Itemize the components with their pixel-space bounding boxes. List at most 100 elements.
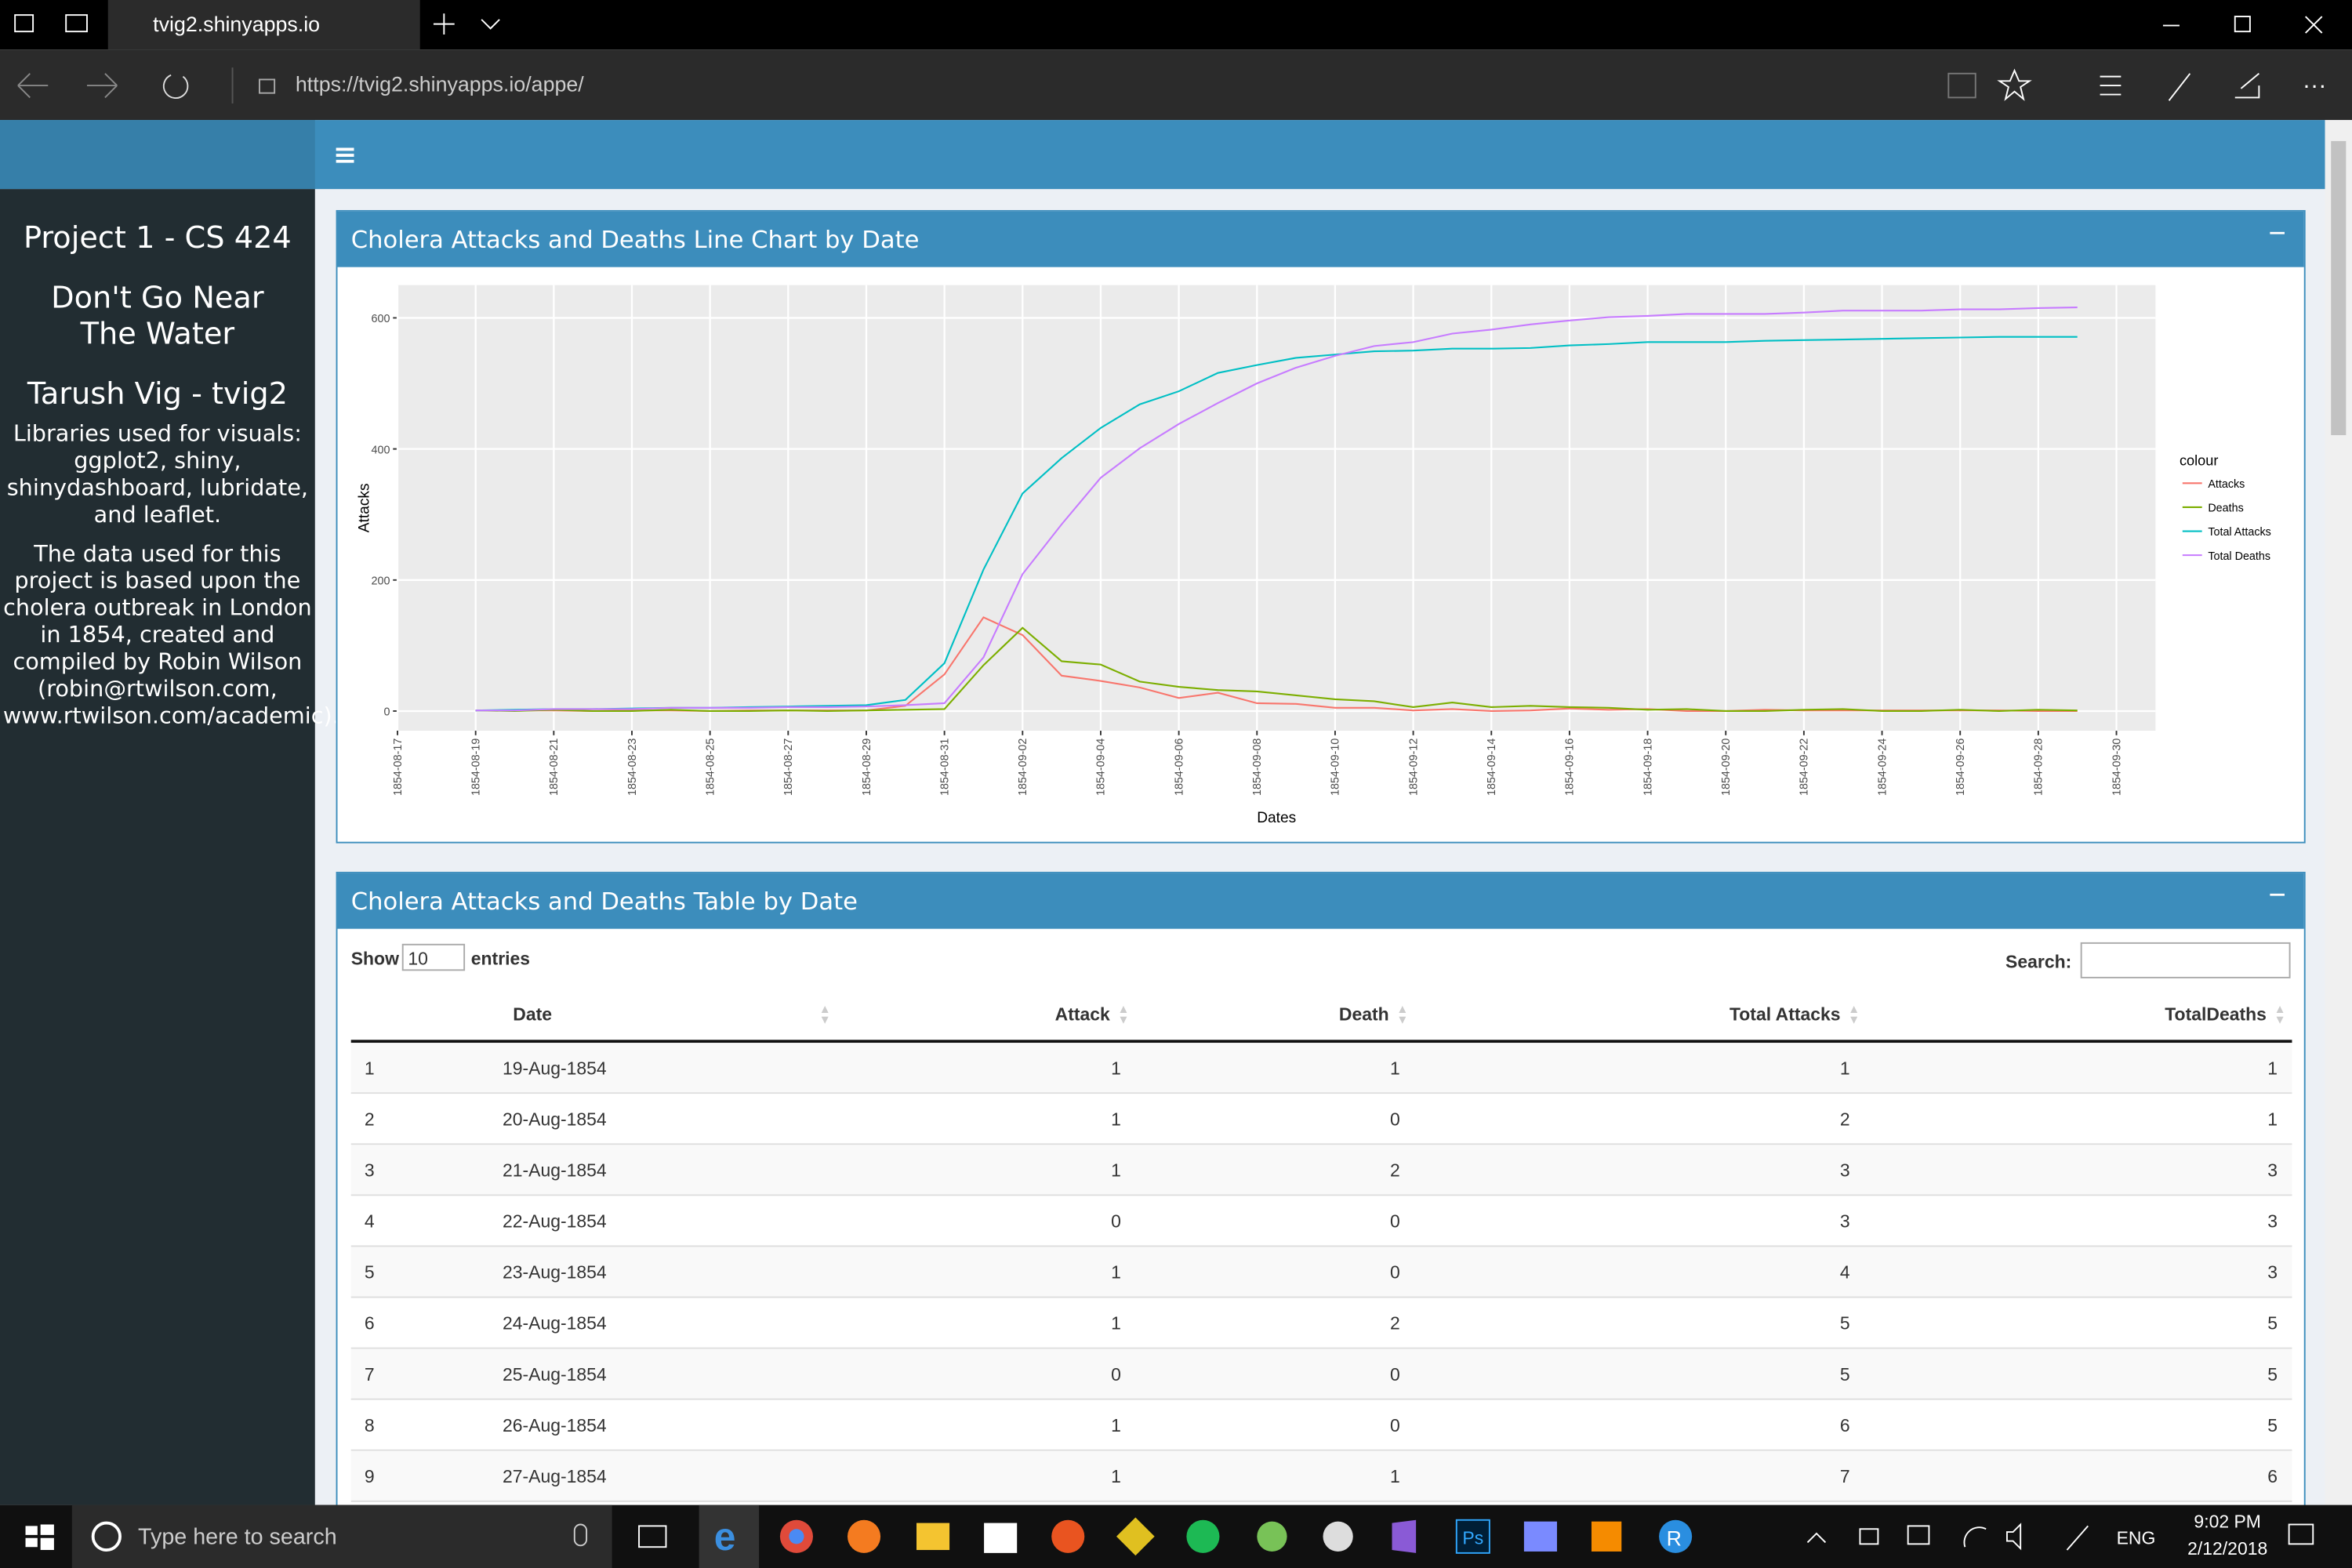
box-header: Cholera Attacks and Deaths Line Chart by… [337,211,2304,267]
table-cell: 2 [1389,1160,1400,1181]
tab-title: tvig2.shinyapps.io [153,12,321,36]
language[interactable]: ENG [2116,1527,2156,1549]
search-label: Search: [2005,951,2072,973]
title-icons [14,13,2323,35]
table-cell: 23-Aug-1854 [502,1261,607,1283]
column-header[interactable]: TotalDeaths [2165,1004,2267,1025]
y-axis-label: Attacks [357,483,373,532]
sort-icon: ▲ ▼ [2274,1002,2286,1027]
table-cell: 4 [364,1210,375,1232]
x-tick-label: 1854-09-16 [1564,739,1577,796]
column-header[interactable]: Total Attacks [1729,1004,1841,1025]
collapse[interactable]: − [2268,217,2286,251]
spotify[interactable] [1186,1519,1220,1553]
x-tick-label: 1854-08-27 [782,739,795,796]
start[interactable] [25,1524,54,1551]
sublime[interactable] [1591,1521,1622,1552]
table-cell: 0 [1389,1261,1400,1283]
tab[interactable]: tvig2.shinyapps.io [107,0,420,50]
search-input[interactable] [2080,942,2291,978]
visual-studio[interactable] [1392,1519,1417,1553]
menu-toggle[interactable] [336,147,354,164]
table-cell: 3 [1839,1160,1850,1181]
x-tick-label: 1854-09-26 [1955,739,1967,796]
reading-view[interactable] [1947,72,1976,99]
table-cell: 1 [1111,1465,1121,1487]
x-tick-label: 1854-09-12 [1407,739,1420,796]
firefox[interactable] [847,1519,881,1553]
table-cell: 7 [1839,1465,1850,1487]
explorer[interactable] [916,1523,950,1551]
table-cell: 20-Aug-1854 [502,1109,607,1131]
legend-label: Total Deaths [2208,550,2270,563]
search-box[interactable] [71,1504,612,1568]
x-tick-label: 1854-09-04 [1095,739,1108,796]
scroll-thumb[interactable] [2331,140,2347,436]
volume[interactable] [2005,1523,2022,1551]
column-header[interactable]: Date [513,1004,553,1025]
clock-date[interactable]: 2/12/2018 [2187,1537,2268,1559]
clock-time[interactable]: 9:02 PM [2194,1511,2261,1533]
y-tick-label: 400 [372,444,390,456]
table-cell: 2 [1389,1312,1400,1334]
table-cell: 3 [2267,1210,2278,1232]
table-cell: 0 [1389,1210,1400,1232]
store[interactable] [984,1523,1018,1553]
legend-title: colour [2180,452,2218,468]
table-cell: 0 [1111,1363,1121,1385]
url[interactable]: https://tvig2.shinyapps.io/appe/ [295,71,584,96]
app[interactable] [1523,1521,1557,1552]
app[interactable] [1323,1521,1353,1552]
table-cell: 1 [1389,1058,1400,1080]
column-header[interactable]: Attack [1054,1004,1110,1025]
length-select[interactable]: 10 [401,943,466,971]
table-cell: 9 [364,1465,375,1487]
edge[interactable]: e [714,1515,736,1559]
notes[interactable] [2168,73,2191,101]
forward[interactable] [86,73,118,99]
close-window[interactable] [2305,16,2323,34]
r[interactable] [1659,1519,1693,1553]
hub[interactable] [2100,75,2122,96]
table-row [350,1450,2292,1502]
ubuntu[interactable] [1051,1519,1085,1553]
favorite[interactable] [1997,68,2032,101]
table-row [350,1298,2292,1349]
sidebar-title: Project 1 - CS 424 [23,219,292,256]
x-tick-label: 1854-09-20 [1720,739,1733,796]
restore[interactable] [2234,16,2251,33]
app[interactable] [1116,1517,1155,1556]
sidebar-libraries: Libraries used for visuals: ggplot2, shi… [6,419,309,528]
cortana[interactable] [91,1521,122,1552]
column-header[interactable]: Death [1338,1004,1389,1025]
wifi[interactable] [1963,1526,1987,1548]
tray-expand[interactable] [1806,1532,1827,1544]
y-tick-label: 200 [372,575,390,588]
set-aside-icon[interactable] [65,14,88,33]
scrollbar[interactable] [2325,120,2352,1505]
tray-icon[interactable] [1859,1528,1879,1545]
tab-list[interactable] [481,19,500,30]
tabs-icon[interactable] [14,14,34,33]
notifications[interactable] [2288,1523,2314,1545]
taskbar: e Ps R Type here to search E [0,1504,2352,1568]
new-tab[interactable] [433,13,455,35]
mic[interactable] [573,1523,588,1547]
photoshop[interactable] [1455,1519,1490,1554]
pen[interactable] [2066,1525,2089,1551]
tray-icon[interactable] [1907,1525,1930,1545]
back[interactable] [17,73,49,99]
table-cell: 19-Aug-1854 [502,1058,607,1080]
android-studio[interactable] [1257,1521,1287,1552]
table-cell: 1 [1389,1465,1400,1487]
table-cell: 3 [1839,1210,1850,1232]
task-view[interactable] [638,1525,667,1548]
share[interactable] [2234,73,2260,99]
table-cell: 5 [1839,1312,1850,1334]
table-cell: 2 [1839,1109,1850,1131]
more[interactable]: ··· [2303,72,2327,99]
search-placeholder[interactable]: Type here to search [138,1524,337,1551]
collapse[interactable]: − [2268,879,2286,913]
refresh[interactable] [162,74,189,100]
